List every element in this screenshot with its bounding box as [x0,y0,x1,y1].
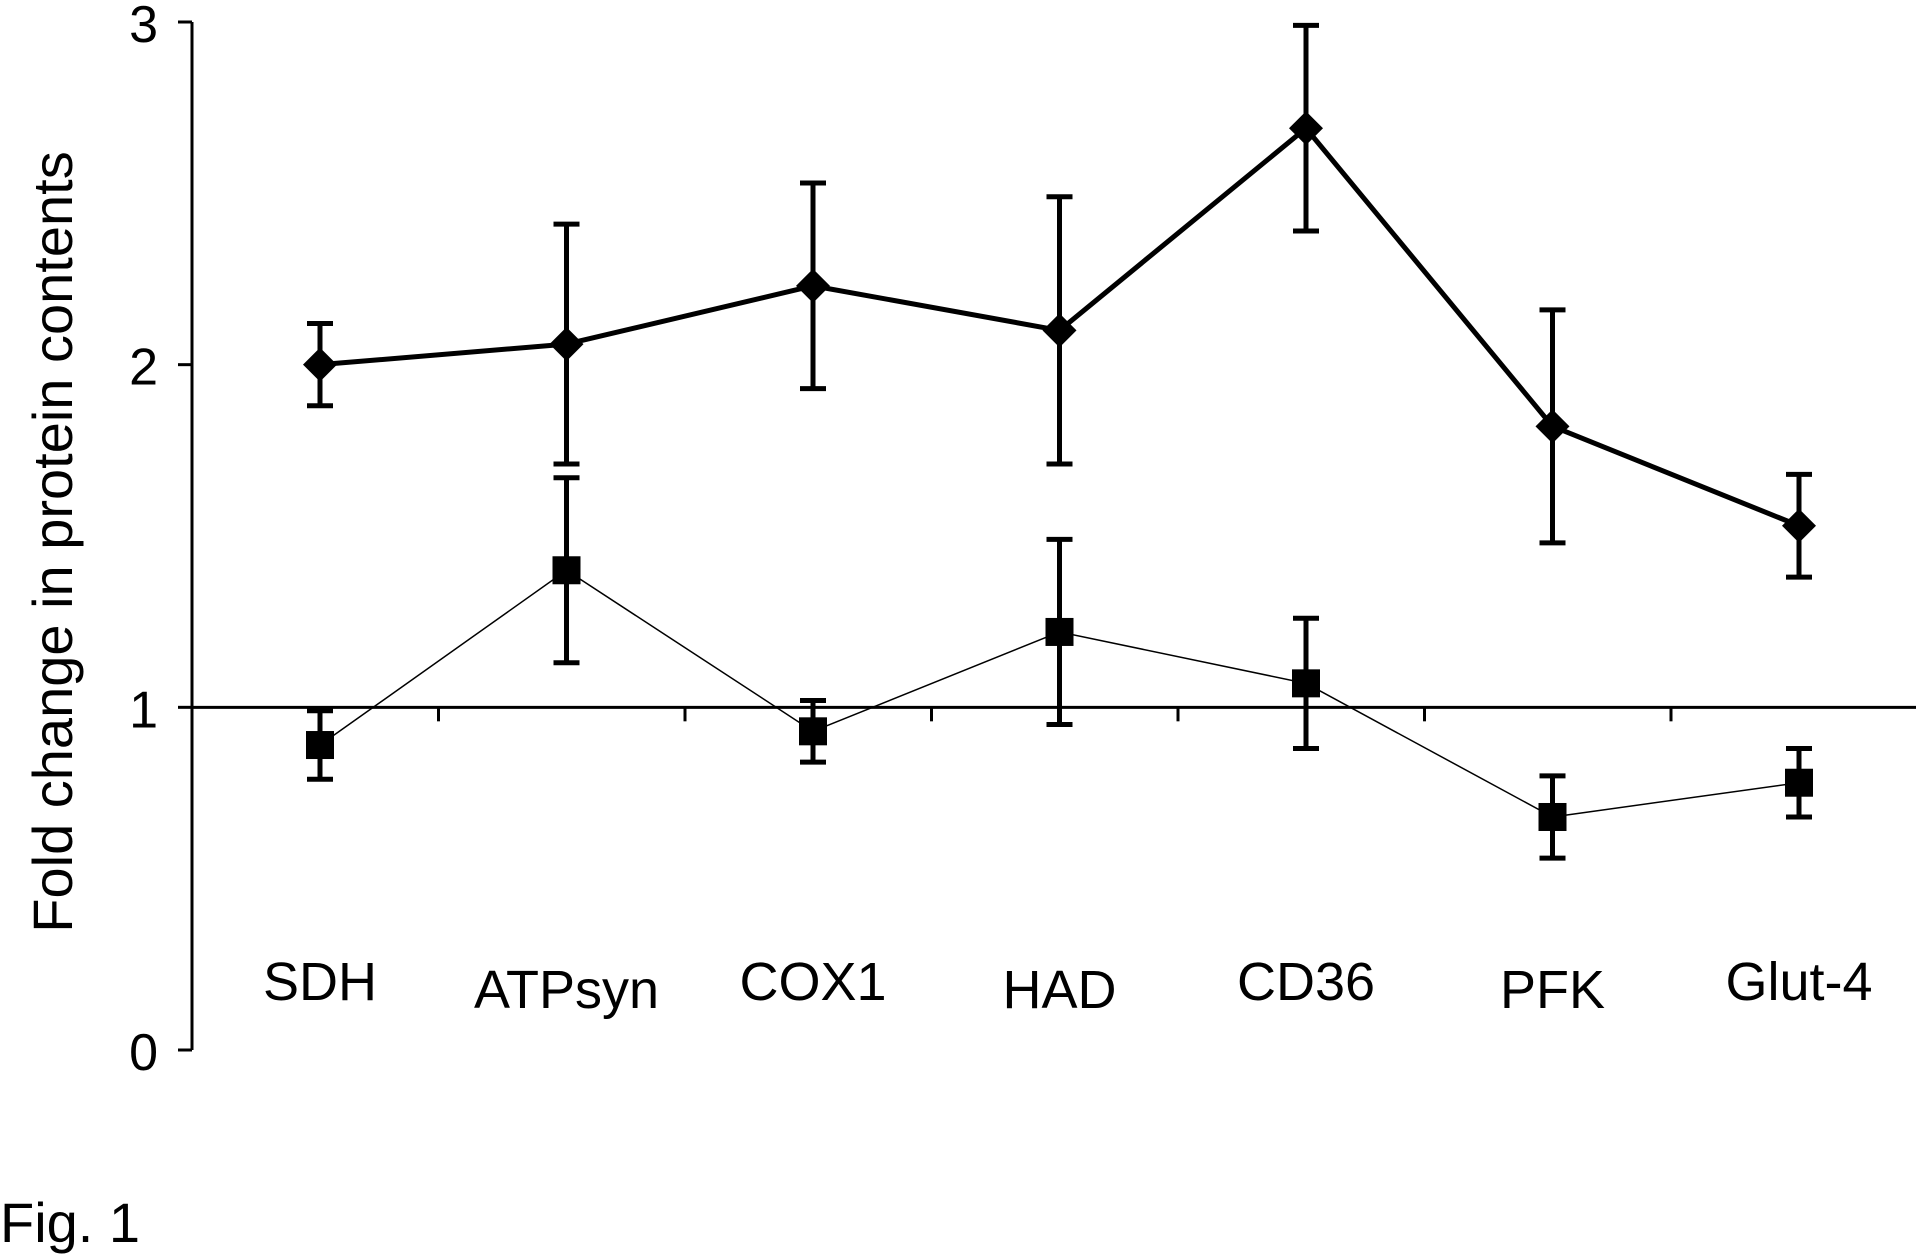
x-tick-label: ATPsyn [474,960,659,1020]
data-point-diamond [549,327,584,362]
figure-label: Fig. 1 [0,1191,141,1254]
x-tick-label: Glut-4 [1725,952,1872,1012]
data-point-square [1538,802,1567,831]
y-axis-label: Fold change in protein contents [21,151,84,932]
data-point-diamond [796,268,830,303]
data-point-square [1292,669,1320,698]
data-point-square [552,556,581,585]
data-point-square [1045,617,1074,646]
y-tick-label: 2 [129,339,158,397]
y-tick-label: 0 [129,1024,158,1082]
y-ticks: 0 1 2 3 [129,0,192,1082]
data-point-diamond [303,347,337,382]
data-point-diamond [1289,111,1323,146]
data-point-diamond [1782,508,1816,543]
x-tick-label: CD36 [1237,952,1375,1012]
data-point-square [799,717,827,746]
y-tick-label: 3 [129,0,158,54]
x-tick-label: HAD [1002,960,1116,1020]
data-point-square [1785,768,1813,797]
data-point-diamond [1042,313,1077,348]
x-tick-label: PFK [1500,960,1605,1020]
y-tick-label: 1 [129,681,158,739]
data-point-diamond [1535,409,1570,444]
x-tick-labels: SDH ATPsyn COX1 HAD CD36 PFK Glut-4 [263,952,1873,1020]
axes [190,22,1916,1050]
x-tick-label: SDH [263,952,377,1012]
data-point-square [306,731,334,760]
series-square [306,475,1813,861]
x-tick-label: COX1 [739,952,886,1012]
series-diamond [303,22,1816,580]
series-layer [303,22,1816,861]
